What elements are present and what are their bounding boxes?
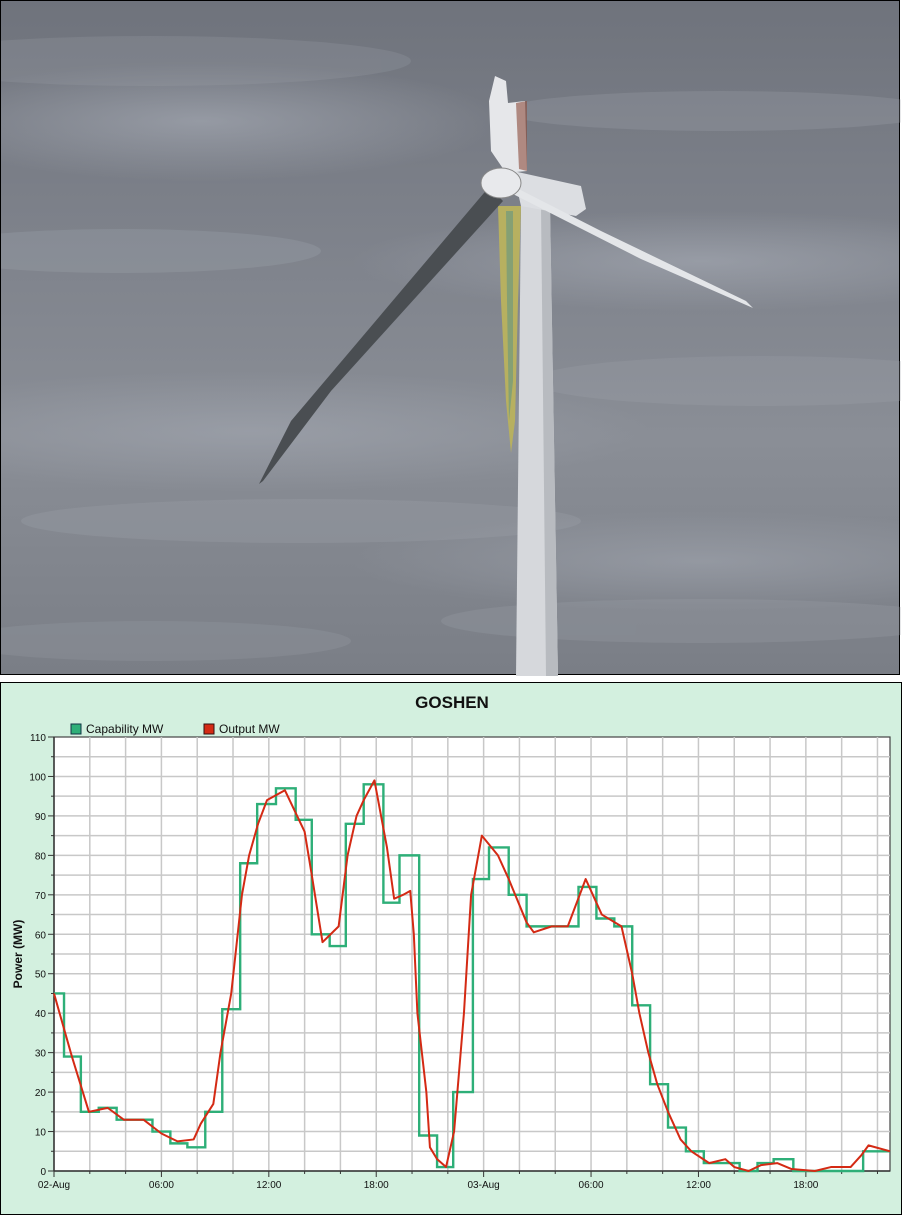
goshen-power-chart: GOSHEN Power (MW) Capability MW Output M… — [0, 682, 902, 1215]
y-tick-label: 80 — [35, 851, 47, 862]
x-tick-label: 18:00 — [364, 1180, 389, 1191]
y-tick-label: 0 — [40, 1167, 46, 1178]
y-tick-label: 30 — [35, 1049, 47, 1060]
y-tick-label: 110 — [30, 733, 46, 744]
y-tick-label: 100 — [29, 772, 46, 783]
wind-turbine-illustration — [1, 1, 901, 676]
legend-label-output: Output MW — [219, 722, 280, 736]
legend-swatch-output — [204, 724, 214, 734]
legend: Capability MW Output MW — [71, 722, 280, 736]
y-tick-label: 40 — [35, 1009, 47, 1020]
x-tick-label: 12:00 — [686, 1180, 711, 1191]
x-tick-label: 18:00 — [793, 1180, 818, 1191]
y-tick-label: 90 — [35, 812, 47, 823]
y-tick-label: 50 — [35, 970, 47, 981]
chart-canvas: GOSHEN Power (MW) Capability MW Output M… — [1, 683, 902, 1216]
wind-turbine-photo — [0, 0, 900, 675]
y-tick-label: 20 — [35, 1088, 47, 1099]
turbine-hub — [481, 168, 521, 198]
legend-label-capability: Capability MW — [86, 722, 164, 736]
y-tick-label: 60 — [35, 930, 47, 941]
x-tick-label: 06:00 — [149, 1180, 174, 1191]
y-tick-label: 70 — [35, 891, 47, 902]
y-tick-label: 10 — [35, 1128, 47, 1139]
legend-swatch-capability — [71, 724, 81, 734]
cloud-bands — [1, 36, 901, 661]
turbine-blade-left — [259, 187, 503, 484]
chart-title: GOSHEN — [415, 693, 489, 712]
x-tick-label: 12:00 — [256, 1180, 281, 1191]
x-tick-label: 06:00 — [579, 1180, 604, 1191]
x-tick-label: 03-Aug — [468, 1180, 500, 1191]
y-axis-label: Power (MW) — [11, 920, 25, 989]
x-tick-label: 02-Aug — [38, 1180, 70, 1191]
